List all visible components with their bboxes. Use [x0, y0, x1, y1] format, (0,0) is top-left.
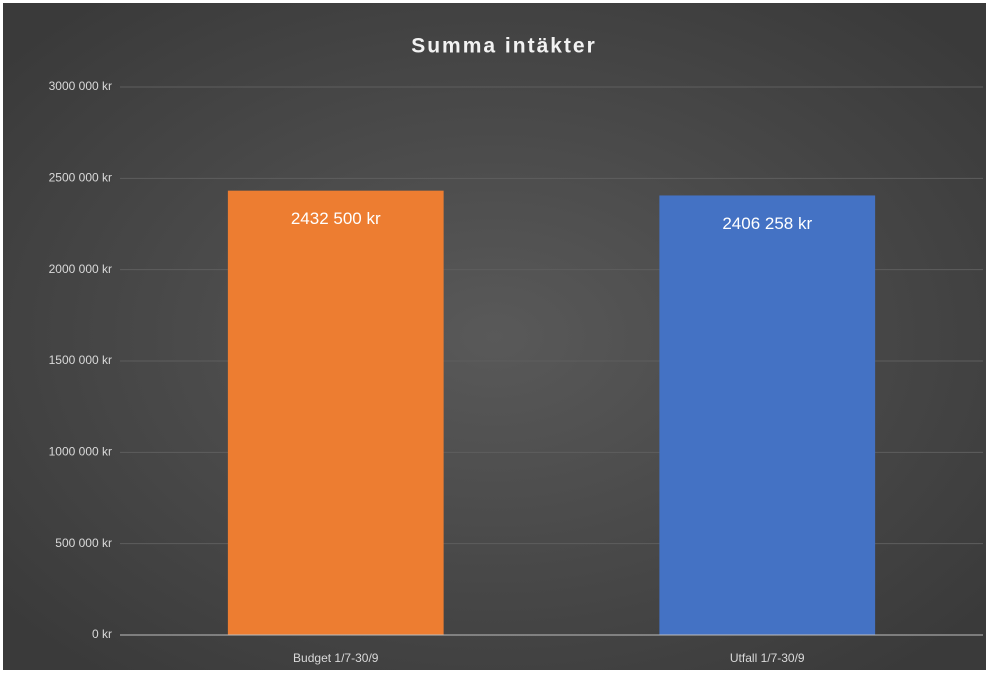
x-tick-label: Utfall 1/7-30/9	[730, 651, 805, 665]
y-tick-label: 500 000 kr	[55, 536, 112, 550]
y-tick-label: 1500 000 kr	[49, 353, 112, 367]
bar	[659, 195, 876, 635]
y-tick-label: 0 kr	[92, 627, 112, 641]
data-label: 2432 500 kr	[291, 209, 381, 228]
chart-title: Summa intäkter	[411, 35, 597, 58]
y-tick-label: 3000 000 kr	[49, 79, 112, 93]
y-tick-label: 1000 000 kr	[49, 445, 112, 459]
x-tick-label: Budget 1/7-30/9	[293, 651, 379, 665]
y-tick-label: 2500 000 kr	[49, 171, 112, 185]
data-label: 2406 258 kr	[722, 214, 812, 233]
bar	[227, 190, 444, 635]
y-tick-label: 2000 000 kr	[49, 262, 112, 276]
